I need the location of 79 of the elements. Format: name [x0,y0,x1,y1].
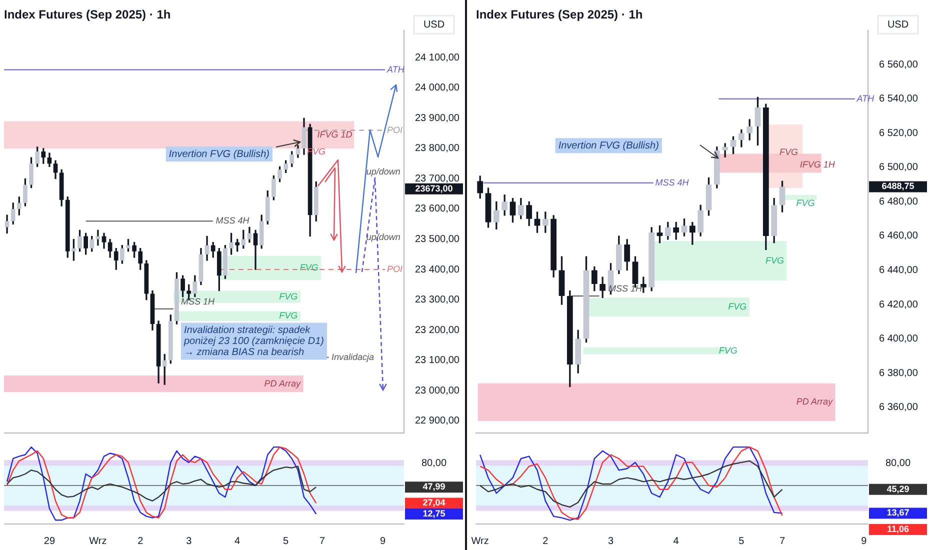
chart-title: Index Futures (Sep 2025) · 1h [476,8,643,22]
text: 23673,00 [415,183,453,194]
y-tick-label: 6 380,00 [879,368,918,379]
x-tick-label: 4 [234,536,241,547]
y-tick-label: 6 520,00 [879,128,918,139]
ref-line-label: MSS 4H [655,177,690,188]
y-tick-label: 6 540,00 [879,94,918,105]
band-label: FVG [728,302,747,312]
x-tick-label: 5 [738,536,745,547]
band-label: FVG [765,255,784,266]
band-label: IFVG 1H [800,160,836,170]
y-tick-label: 24 100,00 [415,52,460,64]
y-tick-label: 23 000,00 [415,385,460,396]
ref-line-label: ATH [856,93,875,104]
ref-line-label: POI [387,124,404,135]
y-tick-label: 6 560,00 [879,59,918,70]
text: 6488,75 [882,181,914,192]
ref-line-label: MSS 4H [216,216,250,226]
x-tick-label: 9 [861,536,868,547]
y-tick-label: 24 000,00 [415,82,460,94]
x-tick-label: 7 [319,536,326,547]
y-tick-label: 23 400,00 [415,264,460,276]
x-tick-label: 2 [138,536,144,547]
y-tick-label: 6 480,00 [879,196,918,208]
y-tick-label: 23 700,00 [415,173,460,184]
band-label: FVG [300,262,318,273]
text: 27,04 [422,498,446,508]
y-tick-label: 6 500,00 [879,162,918,174]
y-tick-label: 23 500,00 [415,234,460,246]
y-tick-label: 6 400,00 [879,334,918,345]
ref-line-label: POI [387,264,404,274]
band-label: FVG [779,146,798,157]
band-label: IFVG 1D [317,129,353,140]
text: 80,00 [885,458,911,469]
x-tick-label: 7 [779,536,786,547]
annotation: up/down [366,166,400,176]
annotation: Invalidation strategii: spadek poniżej 23 100 (zamknięcie D1) → zmiana BIAS na bearish [182,325,324,358]
y-tick-label: 23 800,00 [415,143,460,154]
annotation: Invertion FVG (Bullish) [558,140,659,152]
chart-title: Index Futures (Sep 2025) · 1h [4,8,171,22]
x-tick-label: Wrz [89,536,107,547]
ref-line-label: ATH [386,64,405,74]
band-label: FVG [718,345,738,356]
y-tick-label: 22 900,00 [415,416,460,427]
ref-line-label: MSS 1H [608,283,643,294]
x-tick-label: 29 [44,536,56,547]
text: 45,29 [886,484,910,494]
y-tick-label: 23 100,00 [415,355,460,366]
x-tick-label: 9 [380,536,386,547]
text: 13,67 [886,508,910,518]
ref-line-label: Invalidacja [332,352,374,362]
band-label: PD Array [264,378,301,388]
band-label: FVG [279,291,298,302]
text: 12,75 [422,508,446,518]
y-tick-label: 6 440,00 [879,264,918,276]
text: USD [423,20,445,31]
text: 47,99 [422,482,446,492]
text: USD [887,20,909,31]
band-label: FVG [796,198,815,208]
text: 80,00 [421,458,447,469]
x-tick-label: Wrz [471,536,489,547]
x-tick-label: 2 [542,536,549,547]
x-tick-label: 4 [673,536,680,547]
y-tick-label: 23 300,00 [415,294,460,306]
y-tick-label: 23 900,00 [415,112,460,124]
y-tick-label: 6 460,00 [879,230,918,242]
x-tick-label: 5 [283,536,290,547]
y-tick-label: 23 200,00 [415,324,460,336]
band-label: PD Array [796,396,834,407]
band-label: FVG [279,310,298,321]
y-tick-label: 6 420,00 [879,299,918,310]
x-tick-label: 3 [608,536,614,547]
text: 11,06 [886,524,910,534]
y-tick-label: 23 600,00 [415,204,460,215]
ref-line-label: MSS 1H [180,296,215,306]
x-tick-label: 3 [186,536,192,547]
annotation: Invertion FVG (Bullish) [168,148,270,160]
y-tick-label: 6 360,00 [879,402,918,414]
candlestick [96,230,100,246]
